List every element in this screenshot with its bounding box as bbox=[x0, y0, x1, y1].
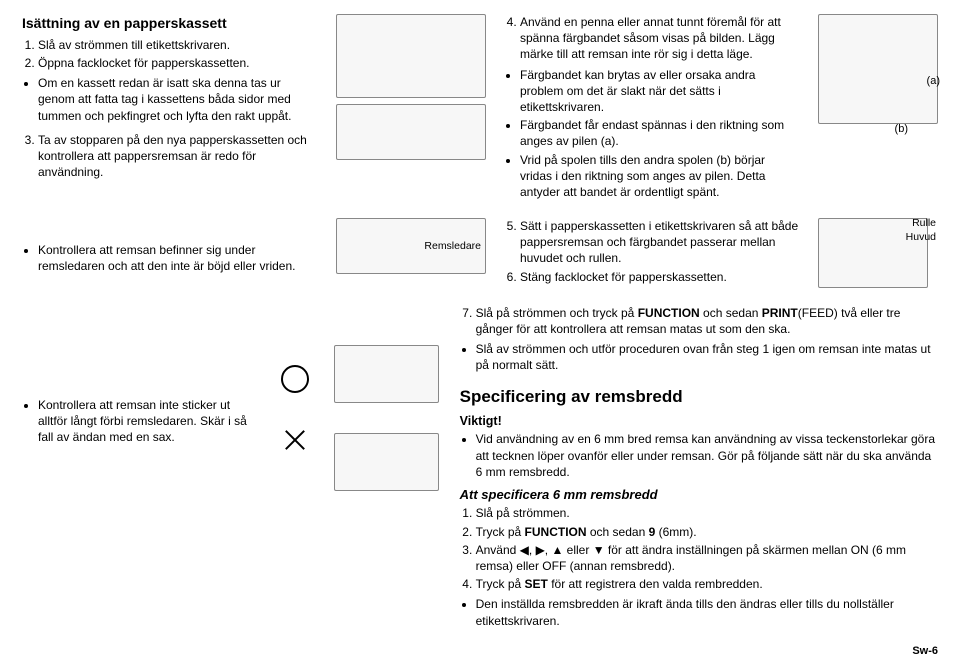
top-fig-col-1 bbox=[336, 14, 486, 204]
bullet-remsledare: Kontrollera att remsan befinner sig unde… bbox=[38, 242, 318, 274]
mid-left-ul: Kontrollera att remsan befinner sig unde… bbox=[22, 242, 318, 274]
top-row: Isättning av en papperskassett Slå av st… bbox=[22, 14, 938, 204]
bullet-ikraft: Den inställda remsbredden är ikraft ända… bbox=[476, 596, 938, 628]
final-ul: Den inställda remsbredden är ikraft ända… bbox=[460, 596, 938, 628]
mid-right-ol: Sätt i papperskassetten i etikettskrivar… bbox=[504, 218, 800, 285]
arrows-lrup: ◀, ▶, ▲ bbox=[520, 543, 564, 557]
fig-remsledare: Remsledare bbox=[336, 218, 486, 274]
bullet-riktning-a: Färgbandet får endast spännas i den rikt… bbox=[520, 117, 800, 149]
label-a: (a) bbox=[927, 74, 940, 89]
att4b: för att registrera den valda rembredden. bbox=[548, 577, 763, 591]
step-3: Ta av stopparen på den nya papperskasset… bbox=[38, 132, 318, 181]
att2c: (6mm). bbox=[655, 525, 696, 539]
bullet-spole-b: Vrid på spolen tills den andra spolen (b… bbox=[520, 152, 800, 201]
fig-ok bbox=[334, 345, 439, 403]
heading-isattning: Isättning av en papperskassett bbox=[22, 14, 318, 33]
step-5: Sätt i papperskassetten i etikettskrivar… bbox=[520, 218, 800, 267]
top-right-ul: Färgbandet kan brytas av eller orsaka an… bbox=[504, 67, 800, 201]
step-7: Slå på strömmen och tryck på FUNCTION oc… bbox=[476, 305, 938, 337]
low-right-ol7: Slå på strömmen och tryck på FUNCTION oc… bbox=[460, 305, 938, 337]
step-1: Slå av strömmen till etikettskrivaren. bbox=[38, 37, 318, 53]
fig-cassette-open bbox=[336, 104, 486, 160]
low-left-col: Kontrollera att remsan inte sticker ut a… bbox=[22, 305, 256, 633]
step7-mid: och sedan bbox=[700, 306, 762, 320]
bullet-viktigt: Vid användning av en 6 mm bred remsa kan… bbox=[476, 431, 938, 480]
top-left-ul-1: Om en kassett redan är isatt ska denna t… bbox=[22, 75, 318, 124]
cross-icon bbox=[282, 427, 308, 453]
top-left-ol-1: Slå av strömmen till etikettskrivaren. Ö… bbox=[22, 37, 318, 71]
remsledare-label: Remsledare bbox=[424, 239, 481, 253]
fig-printer bbox=[336, 14, 486, 98]
att3b: eller bbox=[563, 543, 592, 557]
ok-cross-col bbox=[274, 305, 316, 633]
bullet-sax: Kontrollera att remsan inte sticker ut a… bbox=[38, 397, 256, 446]
mid-left-col: Kontrollera att remsan befinner sig unde… bbox=[22, 218, 318, 289]
step7-pre: Slå på strömmen och tryck på bbox=[476, 306, 638, 320]
low-left-ul: Kontrollera att remsan inte sticker ut a… bbox=[22, 397, 256, 446]
att-step-2: Tryck på FUNCTION och sedan 9 (6mm). bbox=[476, 524, 938, 540]
kw-function-1: FUNCTION bbox=[638, 306, 700, 320]
viktigt-ul: Vid användning av en 6 mm bred remsa kan… bbox=[460, 431, 938, 480]
viktigt-label: Viktigt! bbox=[460, 413, 938, 430]
bullet-fargband-brytas: Färgbandet kan brytas av eller orsaka an… bbox=[520, 67, 800, 116]
top-right-col: Använd en penna eller annat tunnt föremå… bbox=[504, 14, 800, 204]
att2b: och sedan bbox=[587, 525, 649, 539]
low-right-ul-after7: Slå av strömmen och utför proceduren ova… bbox=[460, 341, 938, 373]
att3a: Använd bbox=[476, 543, 520, 557]
mid-fig5-wrap: Rulle Huvud bbox=[818, 218, 938, 289]
step-4: Använd en penna eller annat tunnt föremå… bbox=[520, 14, 800, 63]
heading-att-specificera: Att specificera 6 mm remsbredd bbox=[460, 486, 938, 504]
low-fig-col bbox=[334, 305, 442, 633]
att-step-1: Slå på strömmen. bbox=[476, 505, 938, 521]
huvud-label: Huvud bbox=[906, 230, 936, 244]
label-b: (b) bbox=[895, 122, 908, 137]
top-right-ol: Använd en penna eller annat tunnt föremå… bbox=[504, 14, 800, 63]
att-step-3: Använd ◀, ▶, ▲ eller ▼ för att ändra ins… bbox=[476, 542, 938, 574]
fig-tighten-ribbon bbox=[818, 14, 938, 124]
mid-right-col: Sätt i papperskassetten i etikettskrivar… bbox=[504, 218, 800, 289]
mid-fig-col: Remsledare bbox=[336, 218, 486, 289]
arrow-down: ▼ bbox=[593, 543, 605, 557]
low-right-col: Slå på strömmen och tryck på FUNCTION oc… bbox=[460, 305, 938, 633]
top-fig4-wrap: (a) (b) bbox=[818, 14, 938, 204]
step-6: Stäng facklocket för papperskassetten. bbox=[520, 269, 800, 285]
att-step-4: Tryck på SET för att registrera den vald… bbox=[476, 576, 938, 592]
rulle-label: Rulle bbox=[912, 216, 936, 230]
kw-print: PRINT bbox=[762, 306, 798, 320]
kw-function-2: FUNCTION bbox=[525, 525, 587, 539]
kw-feed: (FEED) bbox=[798, 306, 838, 320]
low-row: Kontrollera att remsan inte sticker ut a… bbox=[22, 305, 938, 633]
bullet-steg1-igen: Slå av strömmen och utför proceduren ova… bbox=[476, 341, 938, 373]
fig-bad bbox=[334, 433, 439, 491]
heading-specificering: Specificering av remsbredd bbox=[460, 386, 938, 409]
step-2: Öppna facklocket för papperskassetten. bbox=[38, 55, 318, 71]
att4a: Tryck på bbox=[476, 577, 525, 591]
bullet-kassett-ur: Om en kassett redan är isatt ska denna t… bbox=[38, 75, 318, 124]
ok-circle-icon bbox=[281, 365, 309, 393]
att2a: Tryck på bbox=[476, 525, 525, 539]
att-ol: Slå på strömmen. Tryck på FUNCTION och s… bbox=[460, 505, 938, 592]
top-left-col: Isättning av en papperskassett Slå av st… bbox=[22, 14, 318, 204]
kw-set: SET bbox=[525, 577, 548, 591]
top-left-ol-2: Ta av stopparen på den nya papperskasset… bbox=[22, 132, 318, 181]
page-number: Sw-6 bbox=[912, 644, 938, 659]
mid-row: Kontrollera att remsan befinner sig unde… bbox=[22, 218, 938, 289]
